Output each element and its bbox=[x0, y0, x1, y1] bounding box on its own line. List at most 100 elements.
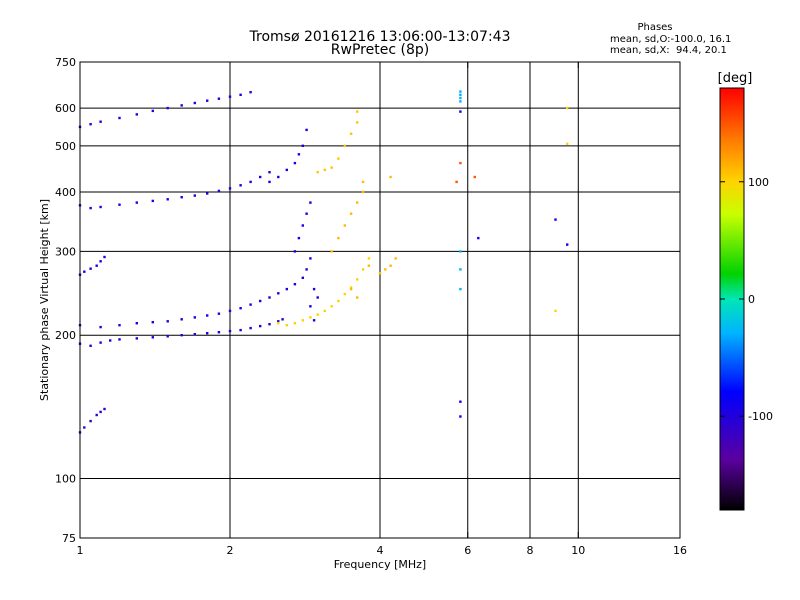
data-point bbox=[103, 407, 106, 411]
data-point bbox=[356, 121, 359, 124]
data-point bbox=[277, 322, 280, 325]
colorbar-tick-label: 100 bbox=[748, 176, 769, 189]
data-point bbox=[316, 313, 319, 316]
data-point bbox=[361, 190, 365, 194]
data-point bbox=[281, 318, 284, 321]
data-point bbox=[330, 250, 333, 253]
data-point bbox=[459, 100, 462, 103]
data-point bbox=[285, 324, 288, 327]
y-axis-label: Stationary phase Virtual Height [km] bbox=[38, 199, 51, 401]
data-point bbox=[293, 322, 297, 325]
data-point bbox=[99, 260, 102, 263]
data-point bbox=[277, 175, 280, 179]
data-point bbox=[180, 104, 183, 107]
data-point bbox=[349, 287, 353, 291]
data-point bbox=[293, 283, 297, 286]
data-point bbox=[459, 415, 462, 418]
data-point bbox=[239, 307, 242, 310]
data-point bbox=[151, 336, 154, 339]
y-tick-label: 100 bbox=[55, 473, 76, 486]
data-point bbox=[356, 278, 359, 281]
data-point bbox=[459, 161, 462, 165]
data-point bbox=[305, 212, 308, 215]
data-point bbox=[268, 323, 271, 326]
data-point bbox=[180, 318, 183, 321]
data-point bbox=[566, 142, 569, 145]
data-point bbox=[277, 320, 280, 323]
data-point bbox=[343, 144, 346, 147]
data-point bbox=[343, 292, 346, 296]
data-point bbox=[166, 335, 169, 338]
data-point bbox=[285, 287, 288, 291]
data-point bbox=[305, 268, 308, 271]
data-point bbox=[301, 144, 304, 147]
data-point bbox=[301, 276, 304, 279]
data-point bbox=[206, 192, 209, 195]
data-point bbox=[228, 329, 232, 333]
data-point bbox=[99, 325, 102, 329]
data-point bbox=[249, 91, 252, 94]
data-point bbox=[228, 95, 232, 98]
data-point bbox=[323, 309, 326, 313]
data-point bbox=[249, 326, 252, 330]
x-tick-label: 4 bbox=[377, 544, 384, 557]
data-point bbox=[477, 236, 480, 240]
data-point bbox=[309, 201, 312, 204]
data-point bbox=[118, 338, 121, 341]
data-point bbox=[323, 168, 326, 172]
data-point bbox=[459, 110, 462, 113]
data-point bbox=[554, 309, 557, 313]
data-point bbox=[89, 419, 92, 423]
data-point bbox=[217, 331, 221, 334]
stats-x-mode: mean, sd,X: 94.4, 20.1 bbox=[610, 45, 727, 56]
data-point bbox=[103, 255, 106, 259]
data-point bbox=[180, 334, 183, 337]
data-point bbox=[249, 180, 252, 184]
data-point bbox=[135, 113, 138, 116]
data-point bbox=[459, 400, 462, 403]
data-point bbox=[217, 312, 221, 315]
x-tick-label: 16 bbox=[673, 544, 687, 557]
data-point bbox=[297, 236, 301, 240]
y-tick-label: 750 bbox=[55, 56, 76, 69]
colorbar-tick-label: -100 bbox=[748, 410, 773, 423]
data-point bbox=[259, 299, 262, 303]
data-point bbox=[239, 93, 242, 96]
data-point bbox=[151, 109, 154, 113]
data-point bbox=[99, 341, 102, 344]
data-point bbox=[83, 270, 86, 273]
data-point bbox=[361, 268, 365, 271]
data-point bbox=[356, 296, 359, 299]
data-point bbox=[166, 106, 169, 110]
data-point bbox=[356, 110, 359, 113]
data-point bbox=[206, 99, 209, 102]
data-point bbox=[83, 426, 86, 429]
data-point bbox=[293, 250, 297, 253]
data-point bbox=[89, 206, 92, 210]
x-tick-label: 6 bbox=[464, 544, 471, 557]
data-point bbox=[566, 106, 569, 110]
data-point bbox=[367, 264, 371, 267]
data-point bbox=[89, 344, 92, 347]
data-point bbox=[337, 157, 340, 160]
data-point bbox=[193, 316, 196, 319]
data-point bbox=[459, 287, 462, 291]
data-point bbox=[459, 90, 462, 93]
x-tick-label: 1 bbox=[77, 544, 84, 557]
data-point bbox=[367, 257, 371, 260]
y-tick-label: 75 bbox=[62, 532, 76, 545]
data-point bbox=[239, 184, 242, 187]
data-point bbox=[193, 333, 196, 336]
data-point bbox=[349, 286, 353, 289]
data-point bbox=[228, 187, 232, 190]
stats-o-mode: mean, sd,O:-100.0, 16.1 bbox=[610, 34, 731, 45]
data-point bbox=[99, 120, 102, 123]
data-point bbox=[459, 96, 462, 100]
data-point bbox=[305, 128, 308, 132]
data-point bbox=[135, 322, 138, 325]
data-point bbox=[554, 218, 557, 221]
data-point bbox=[389, 264, 392, 267]
data-point bbox=[378, 272, 382, 275]
data-point bbox=[135, 337, 138, 340]
